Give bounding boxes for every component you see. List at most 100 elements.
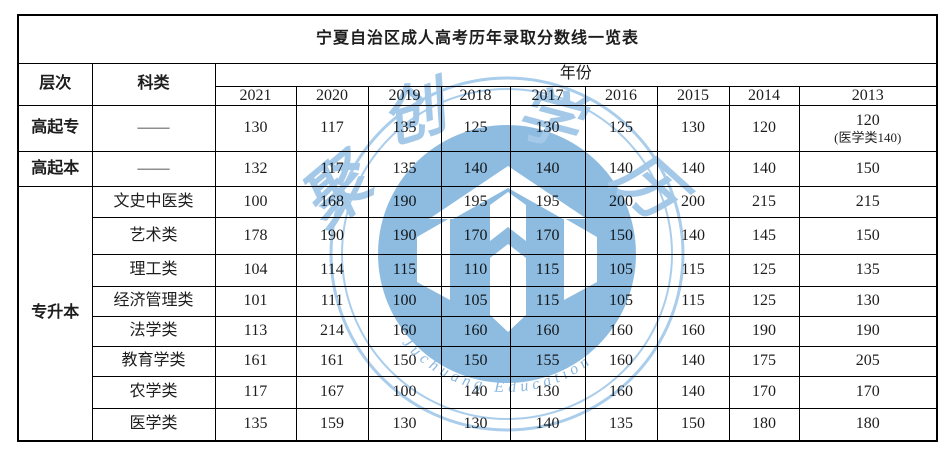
category-label: 医学类 [91, 407, 216, 442]
score-cell: 160 [584, 375, 658, 409]
score-cell: 150 [440, 345, 511, 377]
score-cell: 100 [367, 285, 442, 317]
score-cell: 160 [367, 315, 442, 347]
score-cell: 130 [509, 104, 586, 152]
year-label: 2018 [440, 85, 511, 106]
score-cell: 120 [728, 104, 800, 152]
score-cell: 200 [656, 185, 730, 218]
score-cell: 175 [728, 345, 800, 377]
score-cell: 140 [656, 216, 730, 255]
score-cell: 180 [798, 407, 938, 442]
score-cell: 190 [798, 315, 938, 347]
table-row: 医学类 135 159 130 130 140 135 150 180 180 [18, 407, 938, 442]
score-cell: 135 [798, 253, 938, 287]
score-cell: 140 [509, 407, 586, 442]
table-title: 宁夏自治区成人高考历年录取分数线一览表 [17, 14, 938, 64]
year-label: 2019 [367, 85, 442, 106]
score-cell: 160 [584, 345, 658, 377]
score-cell: 132 [214, 150, 297, 187]
header-year-group: 年份 [214, 62, 938, 87]
score-cell: 160 [509, 315, 586, 347]
table-row: 高起本 —— 132 117 135 140 140 140 140 140 1… [17, 150, 938, 187]
score-cell: 135 [367, 150, 442, 187]
score-cell: 150 [798, 216, 938, 255]
score-cell: 117 [295, 150, 369, 187]
score-cell: 113 [214, 315, 297, 347]
score-cell: 150 [584, 216, 658, 255]
score-cell: 145 [728, 216, 800, 255]
score-cell: 115 [367, 253, 442, 287]
score-cell: 117 [214, 375, 297, 409]
score-cell: 170 [440, 216, 511, 255]
score-cell: 130 [214, 104, 297, 152]
score-cell: 159 [295, 407, 369, 442]
score-cell: 205 [798, 345, 938, 377]
level-label: 专升本 [17, 185, 93, 442]
category-label: 文史中医类 [91, 185, 216, 218]
score-cell: 180 [728, 407, 800, 442]
score-cell: 110 [440, 253, 511, 287]
score-cell: 160 [440, 315, 511, 347]
year-label: 2014 [728, 85, 800, 106]
score-cell: 125 [728, 285, 800, 317]
score-cell: 190 [367, 185, 442, 218]
level-label: 高起本 [17, 150, 93, 187]
score-cell: 170 [728, 375, 800, 409]
score-cell: 214 [295, 315, 369, 347]
score-cell: 140 [656, 345, 730, 377]
score-note: (医学类140) [834, 129, 902, 145]
score-cell: 140 [509, 150, 586, 187]
score-cell: 125 [440, 104, 511, 152]
score-cell: 190 [367, 216, 442, 255]
score-cell: 115 [509, 253, 586, 287]
score-cell: 178 [214, 216, 297, 255]
score-cell: 140 [584, 150, 658, 187]
score-cell: 215 [728, 185, 800, 218]
score-cell: 150 [656, 407, 730, 442]
score-cell: 100 [367, 375, 442, 409]
category-label: 经济管理类 [91, 285, 216, 317]
score-cell: 135 [214, 407, 297, 442]
table-row: 经济管理类 101 111 100 105 115 105 115 125 13… [18, 285, 938, 317]
score-table: 宁夏自治区成人高考历年录取分数线一览表 层次 科类 年份 2021 2020 2… [17, 14, 938, 443]
score-cell: 170 [509, 216, 586, 255]
score-cell: 150 [798, 150, 938, 187]
table-row: 法学类 113 214 160 160 160 160 160 190 190 [18, 315, 938, 347]
score-cell: 195 [440, 185, 511, 218]
header-category: 科类 [91, 62, 216, 106]
score-cell: 130 [509, 375, 586, 409]
category-label: —— [91, 150, 216, 187]
table-row: 艺术类 178 190 190 170 170 150 140 145 150 [18, 216, 938, 255]
score-cell: 140 [440, 150, 511, 187]
score-cell: 105 [584, 253, 658, 287]
score-cell: 135 [584, 407, 658, 442]
score-cell: 130 [798, 285, 938, 317]
score-cell: 195 [509, 185, 586, 218]
category-label: 农学类 [91, 375, 216, 409]
category-label: —— [91, 104, 216, 152]
score-cell: 190 [295, 216, 369, 255]
level-label: 高起专 [17, 104, 93, 152]
table-row: 高起专 —— 130 117 135 125 130 125 130 120 1… [17, 104, 938, 152]
score-cell: 140 [656, 150, 730, 187]
score-cell: 170 [798, 375, 938, 409]
category-label: 教育学类 [91, 345, 216, 377]
score-cell: 130 [656, 104, 730, 152]
score-cell: 135 [367, 104, 442, 152]
table-row: 农学类 117 167 100 140 130 160 140 170 170 [18, 375, 938, 409]
year-label: 2020 [295, 85, 369, 106]
score-cell: 111 [295, 285, 369, 317]
score-cell: 160 [656, 315, 730, 347]
score-cell: 140 [656, 375, 730, 409]
score-cell: 105 [440, 285, 511, 317]
score-cell: 115 [509, 285, 586, 317]
score-cell: 167 [295, 375, 369, 409]
table-row: 教育学类 161 161 150 150 155 160 140 175 205 [18, 345, 938, 377]
table-row: 理工类 104 114 115 110 115 105 115 125 135 [18, 253, 938, 287]
score-cell: 115 [656, 253, 730, 287]
score-cell: 160 [584, 315, 658, 347]
year-label: 2015 [656, 85, 730, 106]
category-label: 艺术类 [91, 216, 216, 255]
score-cell: 155 [509, 345, 586, 377]
score-cell: 101 [214, 285, 297, 317]
